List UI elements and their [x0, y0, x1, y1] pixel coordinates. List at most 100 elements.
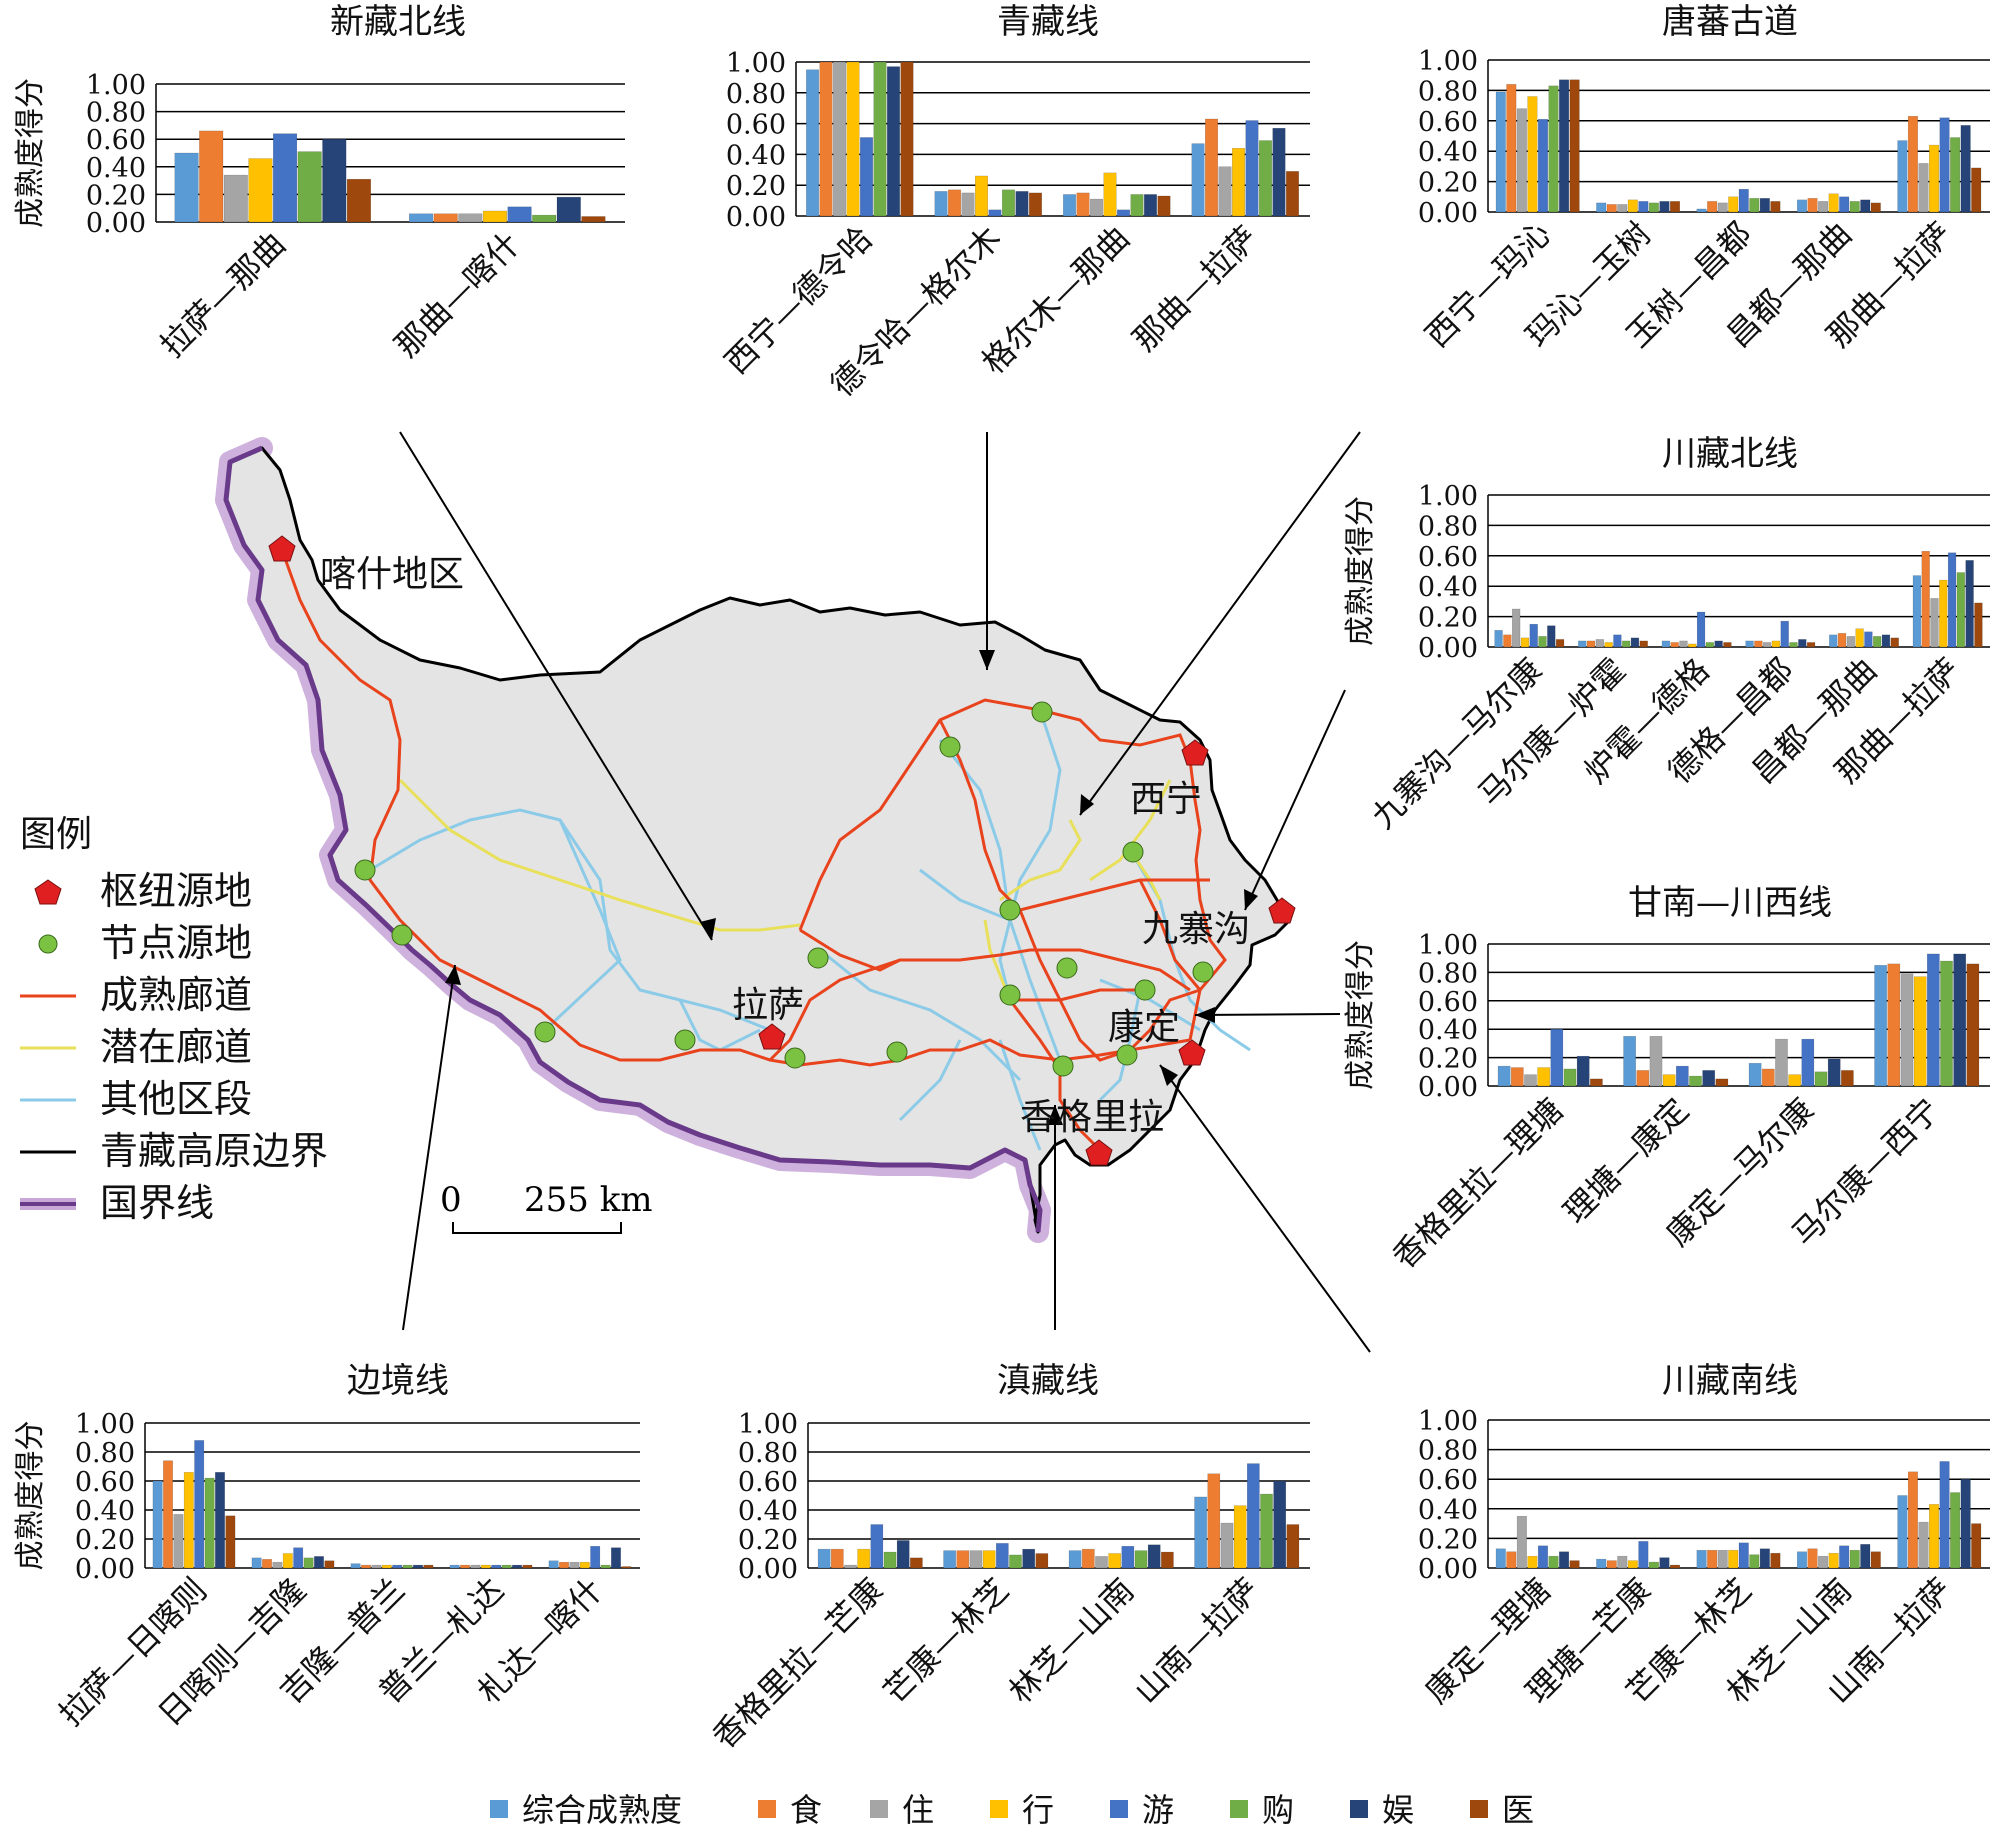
bar: [1696, 1549, 1707, 1569]
bar: [1939, 1461, 1950, 1569]
y-axis-label: 成熟度得分: [13, 1421, 48, 1571]
y-tick-label: 0.60: [86, 125, 146, 156]
bar: [1918, 163, 1929, 213]
y-tick-label: 0.40: [1418, 1495, 1478, 1526]
bar: [1960, 125, 1971, 213]
bar: [1063, 194, 1077, 217]
bar: [225, 1515, 236, 1569]
place-label-xining: 西宁: [1130, 779, 1203, 820]
bar: [423, 1564, 434, 1569]
bar: [1912, 575, 1922, 648]
bar: [1874, 965, 1887, 1087]
bar: [1001, 189, 1015, 217]
bar: [1796, 1551, 1808, 1569]
bar: [1705, 642, 1714, 648]
bar: [272, 1561, 283, 1569]
y-tick-label: 0.00: [1418, 1554, 1478, 1585]
bar: [297, 151, 322, 223]
category-label: 那曲—拉萨: [1125, 219, 1265, 359]
legend-label: 青藏高原边界: [100, 1129, 329, 1173]
bar: [1233, 1505, 1247, 1569]
bar: [1659, 201, 1670, 213]
bar: [183, 1472, 194, 1569]
bar: [883, 1551, 897, 1569]
national-border-line: [223, 445, 1043, 1233]
y-tick-label: 0.00: [1418, 633, 1478, 664]
y-tick-label: 0.60: [738, 1467, 798, 1498]
bar: [1503, 634, 1512, 648]
bar: [1623, 1036, 1636, 1087]
node-source-point: [939, 736, 961, 758]
bar: [1662, 1074, 1676, 1087]
bar: [199, 130, 224, 223]
bar: [1245, 120, 1259, 217]
bar: [1495, 91, 1506, 213]
bar: [1759, 1548, 1770, 1569]
bar: [1956, 572, 1965, 648]
bar: [857, 1548, 871, 1569]
legend-label: 枢纽源地: [100, 869, 253, 913]
bar: [1548, 1555, 1559, 1569]
leader-arrows: [399, 431, 1371, 1353]
chart-3: 川藏北线0.000.200.400.600.801.00成熟度得分九寨沟—马尔康…: [1343, 434, 1990, 836]
y-tick-label: 0.00: [1418, 1072, 1478, 1103]
category-label: 香格里拉—芒康: [705, 1571, 890, 1756]
bar: [1939, 117, 1950, 213]
bar: [873, 61, 887, 217]
y-tick-label: 0.80: [1418, 958, 1478, 989]
bar: [1798, 639, 1807, 648]
series-legend-label: 游: [1142, 1791, 1175, 1829]
chart-title: 川藏南线: [1662, 1361, 1798, 1401]
bar: [1789, 642, 1798, 648]
bar: [1860, 1544, 1871, 1569]
y-tick-label: 1.00: [1418, 930, 1478, 961]
bar: [1232, 147, 1245, 217]
bar: [1161, 1551, 1174, 1569]
legend-label: 潜在廊道: [100, 1025, 253, 1069]
node-source-point: [999, 899, 1021, 921]
bar: [1191, 143, 1205, 217]
bar: [1569, 1560, 1580, 1569]
bar: [1788, 1074, 1802, 1087]
place-label-lhasa: 拉萨: [732, 985, 805, 1026]
chart-title: 新藏北线: [330, 2, 466, 42]
bar: [522, 1564, 533, 1569]
legend-item-hub: 枢纽源地: [20, 865, 440, 917]
bar: [1606, 204, 1617, 213]
y-tick-label: 0.20: [1418, 1044, 1478, 1075]
y-tick-label: 0.20: [738, 1525, 798, 1556]
bar: [1076, 192, 1090, 217]
bar: [480, 1564, 491, 1569]
y-axis-label: 成熟度得分: [1343, 940, 1378, 1090]
y-tick-label: 1.00: [1418, 46, 1478, 77]
y-tick-label: 0.80: [726, 79, 786, 110]
bar: [1966, 963, 1980, 1087]
legend-item-other: 其他区段: [20, 1073, 440, 1125]
bar: [1873, 636, 1882, 648]
bar: [1516, 108, 1527, 213]
y-tick-label: 0.20: [86, 180, 146, 211]
y-tick-label: 1.00: [1418, 1406, 1478, 1437]
series-legend-label: 综合成熟度: [522, 1791, 683, 1829]
bar: [1696, 208, 1707, 213]
series-legend-label: 行: [1022, 1791, 1055, 1829]
hub-source-xining: [1181, 739, 1209, 766]
bar: [322, 138, 347, 223]
node-source-point: [391, 924, 413, 946]
bar: [621, 1566, 632, 1569]
bar: [204, 1477, 215, 1569]
bar: [860, 137, 873, 217]
bar: [1659, 1557, 1670, 1569]
chart-5: 边境线0.000.200.400.600.801.00成熟度得分拉萨—日喀则日喀…: [13, 1361, 640, 1733]
bar: [163, 1460, 173, 1569]
bar: [1696, 611, 1706, 648]
bar: [1890, 637, 1899, 648]
bar: [1247, 1463, 1260, 1569]
hub-pentagon-icon: [34, 879, 62, 905]
bar: [1960, 1478, 1971, 1569]
y-tick-label: 0.40: [1418, 1015, 1478, 1046]
bar: [491, 1564, 502, 1569]
bar: [1272, 127, 1286, 217]
bar: [409, 213, 434, 223]
bar: [346, 178, 371, 223]
